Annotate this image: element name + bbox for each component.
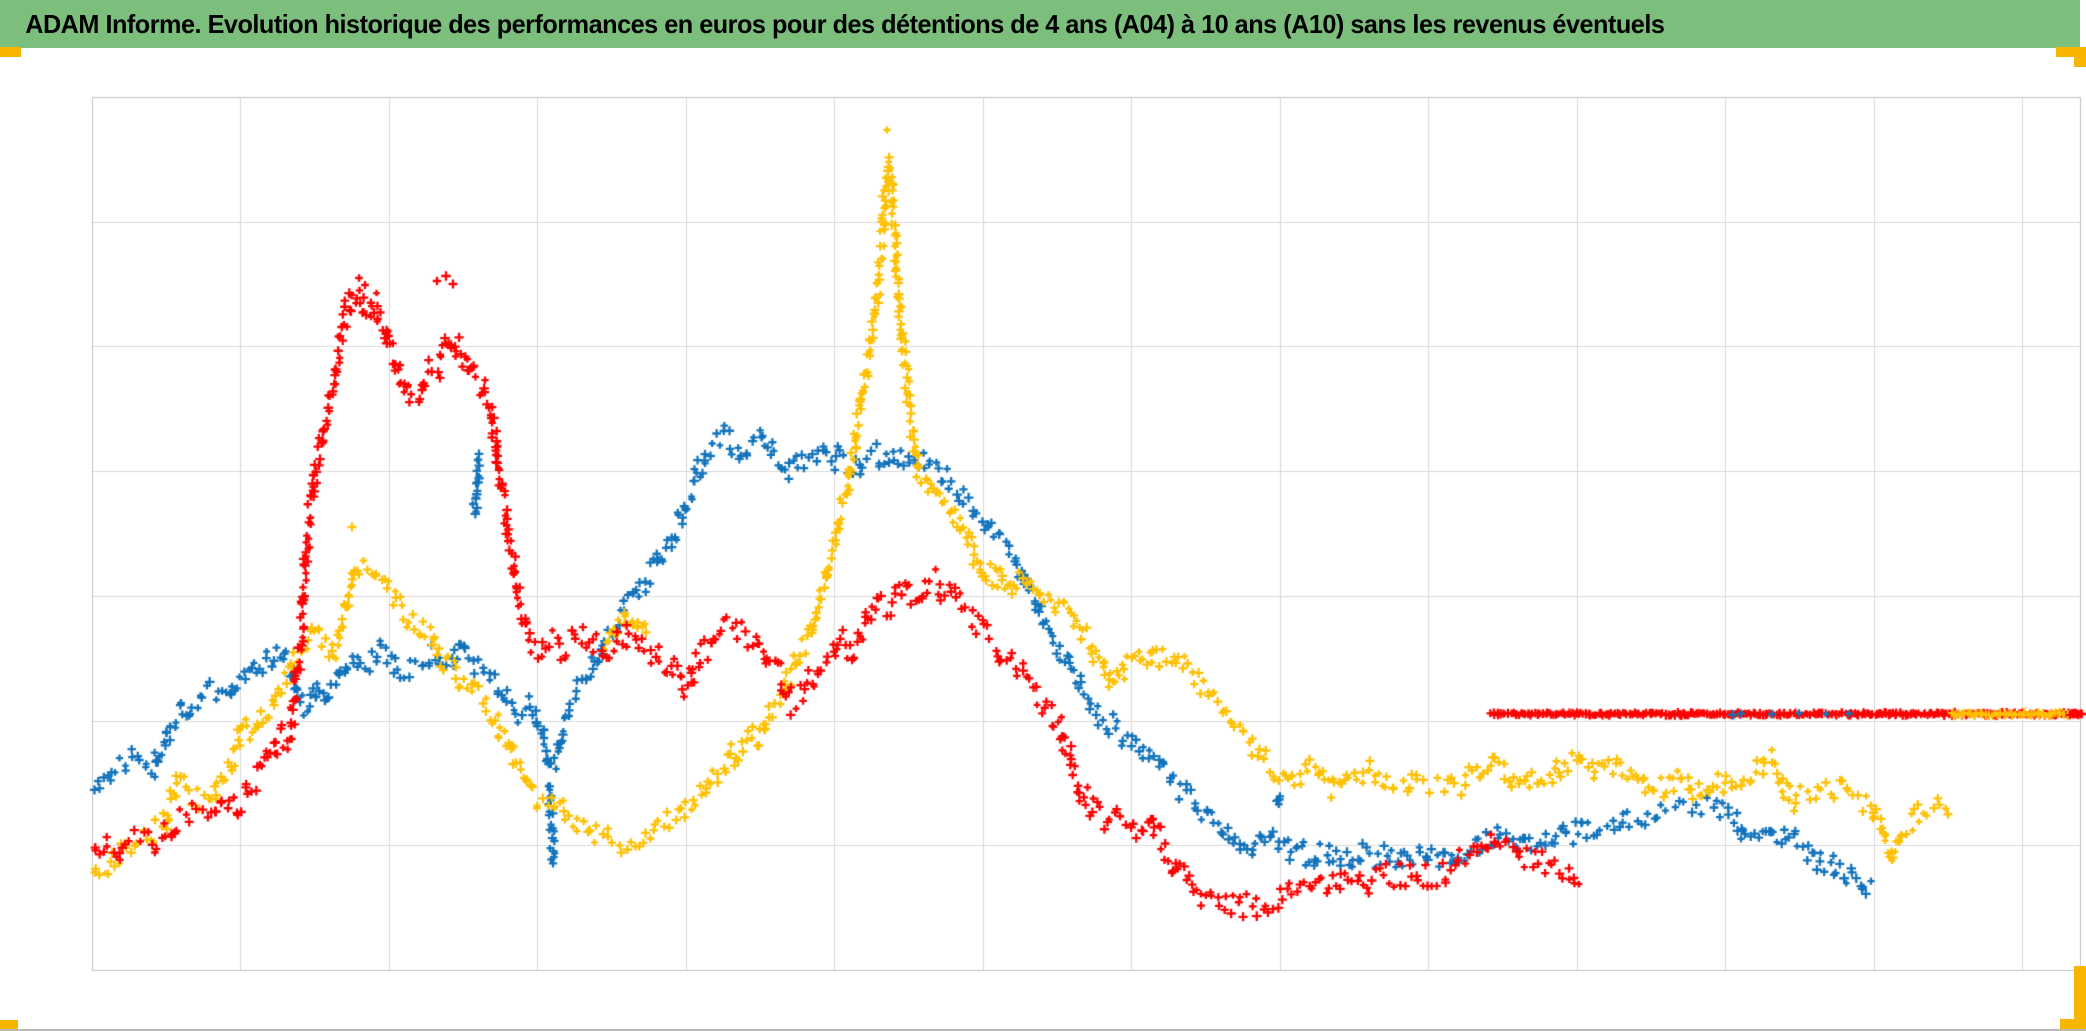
selection-handle-top-left[interactable] — [0, 47, 21, 57]
selection-handle-bottom-right-arm[interactable] — [2060, 1019, 2086, 1031]
selection-handle-bottom-right[interactable] — [2074, 966, 2086, 1031]
title-bar: ADAM Informe. Evolution historique des p… — [0, 0, 2080, 48]
chart-title: ADAM Informe. Evolution historique des p… — [25, 8, 1665, 39]
selection-handle-top-right[interactable] — [2056, 47, 2086, 57]
selection-handle-top-right-arm[interactable] — [2074, 47, 2086, 67]
selection-handle-bottom-left[interactable] — [0, 1020, 18, 1031]
sheet-bottom-divider — [0, 1029, 2086, 1031]
